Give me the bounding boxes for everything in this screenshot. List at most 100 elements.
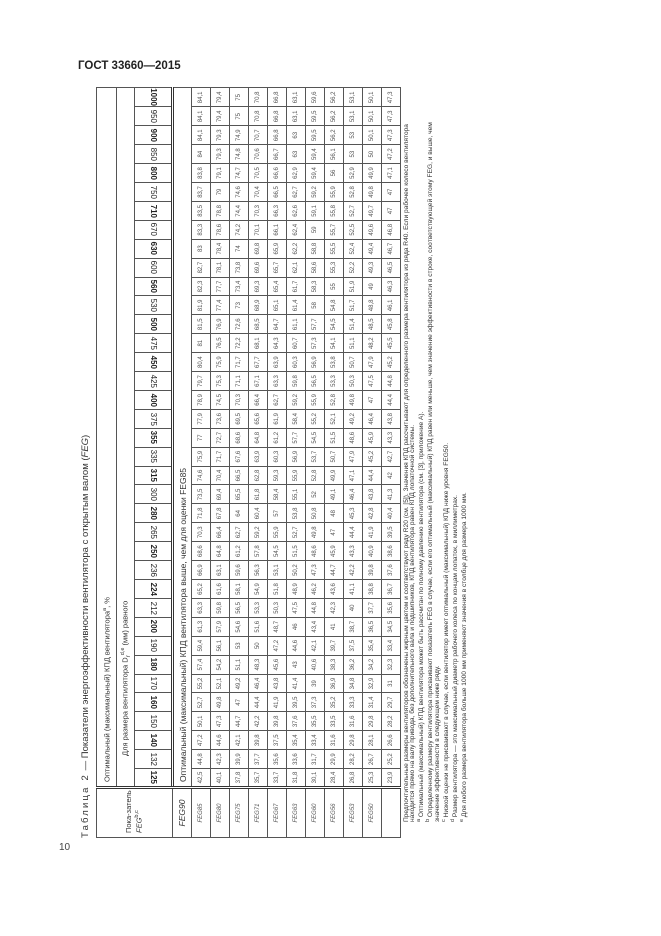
efficiency-cell: 66,9: [191, 560, 211, 580]
efficiency-cell: 45,9: [362, 428, 382, 448]
footnote-b: b Определенному размеру вентилятора прис…: [425, 93, 440, 838]
efficiency-cell: 63,9: [267, 352, 287, 372]
efficiency-cell: 71,7: [210, 447, 230, 467]
size-header-cell: 335: [134, 447, 173, 467]
efficiency-cell: 77,4: [210, 295, 230, 315]
efficiency-cell: 66,5: [229, 466, 249, 485]
efficiency-cell: 37,8: [229, 768, 249, 788]
efficiency-cell: 33,3: [343, 692, 363, 712]
size-value: 850: [148, 147, 158, 161]
efficiency-cell: 74,6: [229, 182, 249, 202]
efficiency-cell: 84,1: [191, 125, 211, 145]
row-label: FEG56: [324, 787, 344, 838]
efficiency-cell: 69,3: [248, 277, 268, 296]
efficiency-cell: 84,1: [191, 87, 211, 107]
efficiency-cell: 54,6: [229, 617, 249, 637]
efficiency-cell: 70,5: [248, 163, 268, 183]
efficiency-cell: 61,2: [267, 428, 287, 448]
efficiency-cell: 62,2: [286, 239, 306, 259]
efficiency-cell: 42,7: [381, 447, 401, 467]
efficiency-cell: 40,1: [210, 768, 230, 788]
efficiency-cell: 71,1: [229, 371, 249, 391]
efficiency-cell: 66,8: [267, 125, 287, 145]
size-value: 315: [148, 468, 158, 483]
table-title-label: Таблица 2: [80, 773, 91, 838]
size-header: Для размера вентилятора Drd,e (мм) равно…: [116, 87, 135, 788]
efficiency-cell: 70,8: [248, 106, 268, 126]
efficiency-cell: 59,5: [305, 125, 325, 145]
efficiency-cell: 63,1: [286, 106, 306, 126]
size-header-cell: 1000: [134, 87, 173, 107]
efficiency-cell: 74,4: [229, 201, 249, 221]
row-label-feg90: FEG90: [172, 787, 192, 838]
row-label: FEG85: [191, 787, 211, 838]
size-header-cell: 140: [134, 730, 173, 750]
efficiency-cell: 23,9: [381, 768, 401, 788]
efficiency-cell: 43: [286, 655, 306, 675]
efficiency-cell: 62,9: [286, 163, 306, 183]
efficiency-cell: 65,2: [191, 579, 211, 599]
efficiency-cell: 59,8: [210, 598, 230, 618]
efficiency-cell: 56,1: [210, 636, 230, 656]
row-label: FEG53: [343, 787, 363, 838]
efficiency-cell: 39,7: [324, 636, 344, 656]
efficiency-cell: 63: [286, 144, 306, 164]
feg90-merged-text: Оптимальный (максимальный) КПД вентилято…: [172, 87, 192, 788]
efficiency-cell: 53,3: [324, 371, 344, 391]
efficiency-cell: 53: [229, 636, 249, 656]
efficiency-cell: 55,9: [324, 182, 344, 202]
efficiency-cell: 78,8: [210, 201, 230, 221]
size-header-cell: 375: [134, 409, 173, 429]
efficiency-cell: 37,6: [381, 560, 401, 580]
efficiency-cell: 47,1: [343, 466, 363, 485]
footnote-b-mark: b: [425, 818, 432, 822]
efficiency-cell: 41,4: [286, 674, 306, 693]
row-label: FEG63: [286, 787, 306, 838]
efficiency-cell: 29,8: [343, 730, 363, 750]
efficiency-cell: 42,3: [210, 749, 230, 769]
efficiency-cell: 66,7: [267, 144, 287, 164]
efficiency-cell: 59: [305, 220, 325, 240]
label-head-text: Пока-затель: [124, 790, 134, 833]
size-value: 900: [148, 128, 158, 142]
size-value: 280: [148, 506, 158, 521]
efficiency-cell: 54,8: [324, 295, 344, 315]
size-value: 224: [148, 582, 158, 596]
efficiency-cell: 83,8: [191, 163, 211, 183]
efficiency-cell: 61,4: [286, 295, 306, 315]
efficiency-cell: 76,5: [210, 333, 230, 353]
efficiency-cell: 61,1: [286, 314, 306, 334]
size-header-cell: 355: [134, 428, 173, 448]
efficiency-cell: 44,8: [381, 371, 401, 391]
efficiency-cell: 52,4: [343, 239, 363, 259]
footnote-d-mark: d: [450, 818, 457, 822]
efficiency-cell: 42,2: [343, 560, 363, 580]
efficiency-cell: 67,1: [248, 371, 268, 391]
efficiency-cell: 65,7: [267, 258, 287, 278]
efficiency-header-end: , %: [102, 597, 112, 608]
efficiency-cell: 47,2: [191, 730, 211, 750]
efficiency-cell: 44,6: [286, 636, 306, 656]
table-row: FEG60 30,1 31,7 33,4 35,5 37,3 39 40,6 42,1 43,4 4…: [305, 87, 325, 838]
efficiency-cell: 57,8: [248, 541, 268, 561]
efficiency-cell: 53,8: [286, 503, 306, 523]
efficiency-cell: 39,8: [362, 560, 382, 580]
efficiency-cell: 46,4: [362, 409, 382, 429]
efficiency-cell: 41,9: [362, 522, 382, 542]
efficiency-cell: 38,6: [381, 541, 401, 561]
label-head-sup: b,c: [134, 810, 141, 818]
efficiency-cell: 52,8: [343, 182, 363, 202]
efficiency-cell: 49,9: [362, 163, 382, 183]
efficiency-cell: 47: [381, 201, 401, 221]
efficiency-cell: 58,6: [305, 258, 325, 278]
efficiency-cell: 32,3: [381, 655, 401, 675]
efficiency-cell: 56,2: [324, 106, 344, 126]
efficiency-header-text: Оптимальный (максимальный) КПД вентилято…: [102, 610, 112, 782]
efficiency-cell: 42,2: [248, 711, 268, 731]
efficiency-cell: 46: [286, 617, 306, 637]
efficiency-cell: 46,2: [305, 579, 325, 599]
efficiency-cell: 49,8: [343, 390, 363, 410]
efficiency-cell: 75,9: [210, 352, 230, 372]
efficiency-cell: 48,8: [362, 295, 382, 315]
efficiency-cell: 45,2: [362, 447, 382, 467]
